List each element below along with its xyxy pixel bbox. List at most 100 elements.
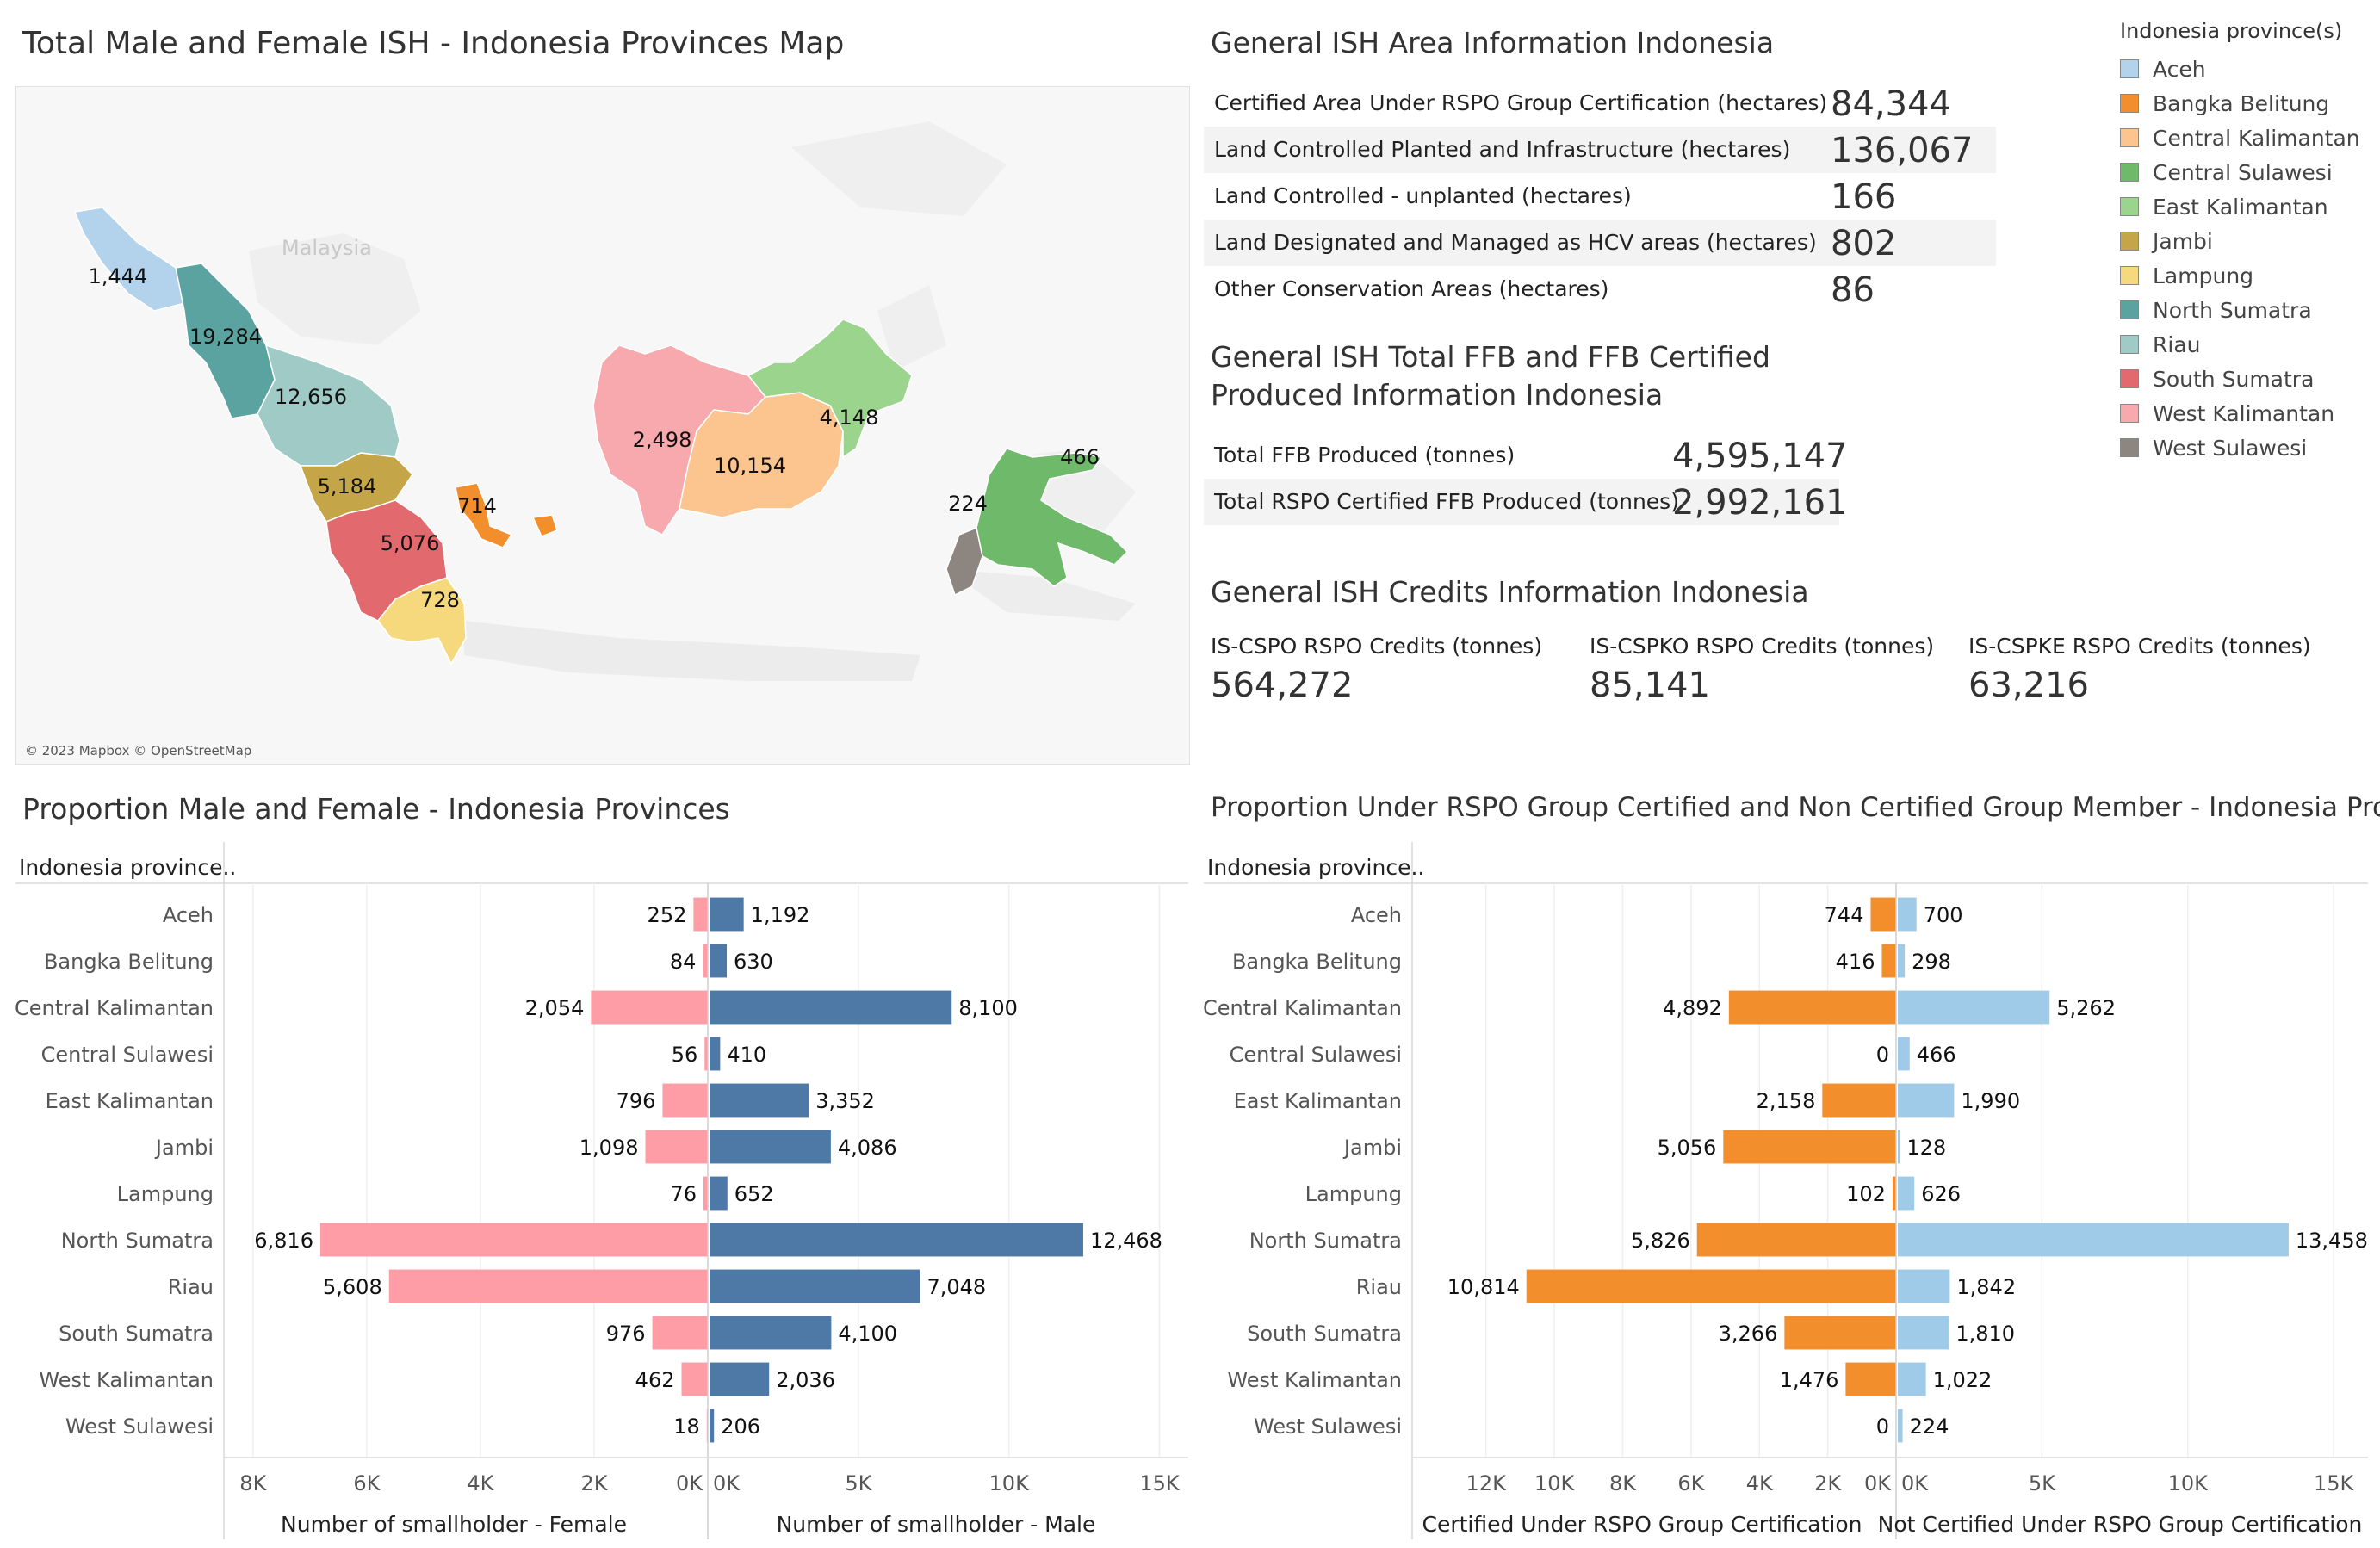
bar-right[interactable] xyxy=(710,1269,920,1303)
category-label: Jambi xyxy=(154,1136,214,1160)
bar-right[interactable] xyxy=(1898,990,2050,1025)
region-aceh[interactable] xyxy=(73,207,189,312)
legend-item-bangka-belitung[interactable]: Bangka Belitung xyxy=(2120,88,2329,119)
bar-right[interactable] xyxy=(1898,1316,1949,1350)
bar-left[interactable] xyxy=(1784,1316,1896,1350)
bar-right[interactable] xyxy=(1898,1269,1950,1303)
legend-item-aceh[interactable]: Aceh xyxy=(2120,53,2206,84)
bar-right[interactable] xyxy=(710,1037,721,1071)
bar-left-label: 2,054 xyxy=(525,996,585,1020)
legend-item-west-sulawesi[interactable]: West Sulawesi xyxy=(2120,432,2307,463)
region-north-sumatra[interactable] xyxy=(175,263,276,419)
bar-left[interactable] xyxy=(1822,1083,1896,1118)
legend-swatch xyxy=(2120,59,2139,78)
bar-left[interactable] xyxy=(388,1269,708,1303)
bar-right[interactable] xyxy=(1898,897,1917,932)
area-label: Certified Area Under RSPO Group Certific… xyxy=(1214,90,1828,115)
area-value: 166 xyxy=(1831,177,1897,217)
bar-right[interactable] xyxy=(710,990,952,1025)
region-east-kalimantan[interactable] xyxy=(747,319,913,459)
bar-left[interactable] xyxy=(1723,1130,1896,1164)
bar-right[interactable] xyxy=(710,1409,715,1443)
region-lampung[interactable] xyxy=(377,577,467,666)
legend-item-east-kalimantan[interactable]: East Kalimantan xyxy=(2120,191,2328,222)
legend-swatch xyxy=(2120,438,2139,457)
area-label: Other Conservation Areas (hectares) xyxy=(1214,276,1609,301)
bar-left-label: 6,816 xyxy=(254,1229,313,1253)
bar-left[interactable] xyxy=(1845,1362,1896,1396)
bar-right-label: 224 xyxy=(1910,1415,1949,1439)
legend-item-central-sulawesi[interactable]: Central Sulawesi xyxy=(2120,157,2333,188)
map-attribution[interactable]: © 2023 Mapbox © OpenStreetMap xyxy=(25,743,251,759)
bar-right[interactable] xyxy=(1898,1409,1903,1443)
bar-left[interactable] xyxy=(1728,990,1896,1025)
bar-right[interactable] xyxy=(1898,1176,1915,1211)
area-info-title: General ISH Area Information Indonesia xyxy=(1211,26,1775,59)
legend-item-jambi[interactable]: Jambi xyxy=(2120,226,2213,257)
x-tick-label: 5K xyxy=(845,1471,872,1495)
bar-left[interactable] xyxy=(652,1316,708,1350)
area-label: Land Controlled - unplanted (hectares) xyxy=(1214,183,1632,208)
bar-left[interactable] xyxy=(693,897,708,932)
bar-right[interactable] xyxy=(1898,1037,1910,1071)
ffb-value: 2,992,161 xyxy=(1672,483,1848,523)
x-tick-label: 0K xyxy=(713,1471,741,1495)
bar-right[interactable] xyxy=(1898,1223,2289,1257)
row-header[interactable]: Indonesia province.. xyxy=(19,855,236,880)
province-legend[interactable]: Indonesia province(s) Aceh Bangka Belitu… xyxy=(2120,19,2370,467)
bar-right[interactable] xyxy=(710,1223,1083,1257)
bar-left-label: 56 xyxy=(672,1043,698,1067)
bar-right[interactable] xyxy=(710,1176,728,1211)
bar-left[interactable] xyxy=(319,1223,708,1257)
region-bangka-belitung[interactable] xyxy=(455,482,558,548)
country-label-malaysia: Malaysia xyxy=(282,236,372,260)
credits-value: 564,272 xyxy=(1211,666,1354,705)
bar-left-label: 3,266 xyxy=(1719,1322,1778,1346)
category-label: Bangka Belitung xyxy=(44,950,214,974)
bar-left[interactable] xyxy=(1892,1176,1896,1211)
gender-bar-chart[interactable]: Indonesia province.. Aceh 252 1,192 Bangka B… xyxy=(15,842,1188,1539)
legend-label: Aceh xyxy=(2153,56,2206,82)
certification-bar-chart[interactable]: Indonesia province.. Aceh 744 700 Bangka Bel… xyxy=(1204,842,2368,1539)
bar-left-label: 10,814 xyxy=(1447,1275,1520,1299)
legend-item-lampung[interactable]: Lampung xyxy=(2120,260,2253,291)
bar-right[interactable] xyxy=(710,897,744,932)
category-label: West Kalimantan xyxy=(1227,1368,1402,1392)
bar-left[interactable] xyxy=(1696,1223,1896,1257)
x-axis-title-right: Number of smallholder - Male xyxy=(777,1512,1096,1537)
bar-right[interactable] xyxy=(1898,1130,1900,1164)
row-header[interactable]: Indonesia province.. xyxy=(1207,855,1424,880)
bar-left[interactable] xyxy=(703,944,708,978)
legend-swatch xyxy=(2120,369,2139,388)
legend-item-central-kalimantan[interactable]: Central Kalimantan xyxy=(2120,122,2360,153)
bar-right[interactable] xyxy=(1898,1083,1955,1118)
bar-right[interactable] xyxy=(1898,1362,1926,1396)
bar-right[interactable] xyxy=(710,1083,809,1118)
bar-left[interactable] xyxy=(703,1176,708,1211)
legend-item-west-kalimantan[interactable]: West Kalimantan xyxy=(2120,398,2334,429)
legend-item-riau[interactable]: Riau xyxy=(2120,329,2200,360)
bar-left-label: 462 xyxy=(635,1368,675,1392)
legend-item-north-sumatra[interactable]: North Sumatra xyxy=(2120,294,2312,325)
bar-right[interactable] xyxy=(710,1362,770,1396)
category-label: Aceh xyxy=(1351,903,1402,927)
province-map[interactable]: Malaysia 1,444 19,284 12,656 5,184 5,076… xyxy=(15,86,1190,765)
credits-item-cspke: IS-CSPKE RSPO Credits (tonnes) 63,216 xyxy=(1968,634,2311,705)
bar-left[interactable] xyxy=(681,1362,708,1396)
bar-left-label: 976 xyxy=(606,1322,646,1346)
bar-left[interactable] xyxy=(591,990,708,1025)
bar-left[interactable] xyxy=(704,1037,708,1071)
bar-right[interactable] xyxy=(710,1130,831,1164)
bar-right[interactable] xyxy=(1898,944,1906,978)
bar-left[interactable] xyxy=(645,1130,708,1164)
region-central-sulawesi[interactable] xyxy=(976,448,1129,587)
bar-left[interactable] xyxy=(1881,944,1896,978)
bar-right[interactable] xyxy=(710,1316,832,1350)
bar-left[interactable] xyxy=(662,1083,708,1118)
bar-left[interactable] xyxy=(1526,1269,1896,1303)
bar-left[interactable] xyxy=(1870,897,1896,932)
legend-item-south-sumatra[interactable]: South Sumatra xyxy=(2120,363,2314,394)
bar-right[interactable] xyxy=(710,944,728,978)
category-label: East Kalimantan xyxy=(1234,1089,1402,1113)
bar-right-label: 298 xyxy=(1912,950,1951,974)
